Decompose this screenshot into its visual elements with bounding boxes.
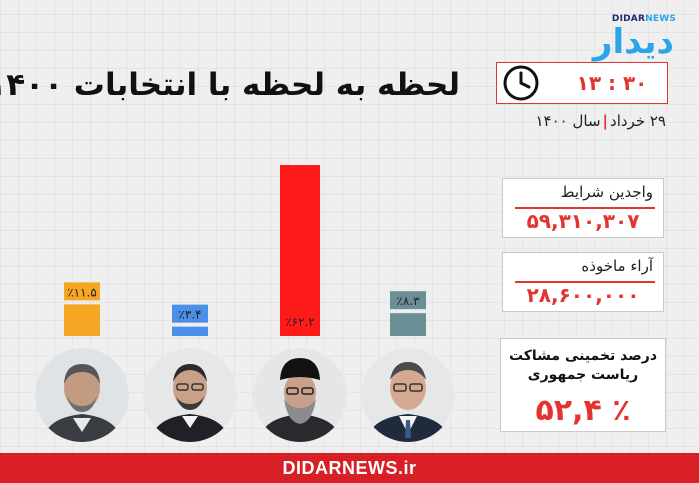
votes-cast-value: ۲۸,۶۰۰,۰۰۰	[526, 283, 640, 307]
votes-cast-divider	[515, 281, 655, 283]
bar-label-bg-rezaei	[64, 282, 100, 301]
turnout-label: درصد تخمینی مشاکت ریاست جمهوری	[508, 348, 658, 383]
eligible-voters-label: واجدین شرایط	[560, 183, 653, 201]
date-line: ۲۹ خرداد|سال ۱۴۰۰	[490, 112, 667, 130]
eligible-voters-value: ۵۹,۳۱۰,۳۰۷	[526, 209, 640, 233]
votes-cast-label: آراء ماخوذه	[581, 257, 653, 275]
bar-ghazizadeh	[172, 326, 208, 336]
date-year: سال ۱۴۰۰	[535, 112, 601, 130]
candidate-avatar-rezaei	[35, 348, 129, 442]
footer-site: DIDARNEWS.ir	[282, 458, 417, 478]
bar-rezaei	[64, 304, 100, 336]
footer-bar: DIDARNEWS.ir	[0, 453, 699, 483]
logo-fa: دیدار	[592, 22, 674, 62]
bar-label-hemmati: ٪۸.۳	[396, 294, 420, 308]
bar-raisi	[280, 165, 320, 336]
clock-icon	[503, 65, 539, 101]
bar-label-raisi: ٪۶۲.۲	[285, 315, 315, 329]
turnout-value: ٪ ۵۲,۴	[535, 393, 631, 428]
bar-hemmati	[390, 313, 426, 336]
logo-en-dark: DIDAR	[611, 14, 646, 24]
eligible-voters-divider	[515, 207, 655, 209]
bar-label-ghazizadeh: ٪۳.۴	[178, 308, 201, 322]
candidate-avatar-raisi	[253, 348, 347, 442]
logo-en-light: NEWS	[645, 14, 676, 24]
bar-label-rezaei: ٪۱۱.۵	[67, 285, 97, 299]
brand-logo: DIDARNEWS دیدار	[574, 8, 684, 64]
date-day: ۲۹ خرداد	[610, 112, 666, 130]
bar-label-bg-ghazizadeh	[172, 304, 208, 323]
votes-cast-box: آراء ماخوذه ۲۸,۶۰۰,۰۰۰	[502, 252, 664, 312]
page-title: لحظه به لحظه با انتخابات ۱۴۰۰	[0, 67, 461, 103]
bar-label-bg-raisi	[282, 312, 318, 330]
bar-label-bg-hemmati	[390, 291, 426, 310]
clock-time: ۱۳ : ۳۰	[576, 71, 648, 95]
candidate-avatar-hemmati	[361, 348, 455, 442]
date-separator: |	[602, 112, 609, 130]
candidate-avatar-ghazizadeh	[143, 348, 237, 442]
eligible-voters-box: واجدین شرایط ۵۹,۳۱۰,۳۰۷	[502, 178, 664, 238]
logo-en: DIDARNEWS	[612, 14, 676, 24]
turnout-box: درصد تخمینی مشاکت ریاست جمهوری ٪ ۵۲,۴	[500, 338, 666, 432]
